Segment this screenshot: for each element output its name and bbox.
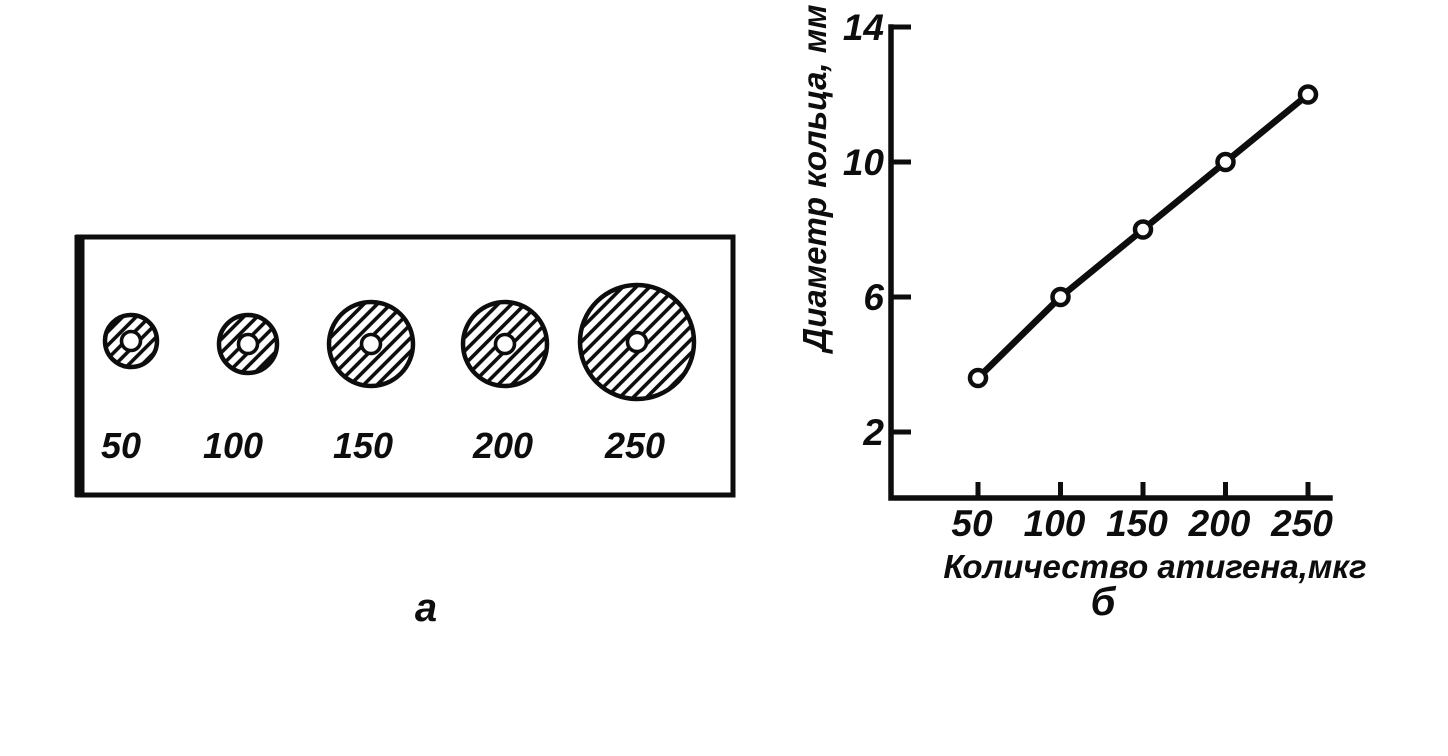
well-ring [102, 312, 160, 370]
antigen-well [236, 332, 260, 356]
well-amount-label: 200 [472, 425, 533, 466]
well-ring [460, 299, 550, 389]
x-tick-label: 100 [1024, 503, 1086, 544]
antigen-well [493, 332, 517, 356]
x-axis-title: Количество атигена,мкг [943, 548, 1366, 585]
y-tick-label: 10 [843, 142, 885, 183]
data-point-marker [1132, 219, 1154, 240]
panel-a-label: а [414, 586, 438, 630]
panel-b-label: б [1090, 580, 1116, 624]
x-tick-label: 250 [1270, 503, 1333, 544]
y-axis-title: Диаметр кольца, мм [796, 4, 833, 354]
well-amount-label: 250 [604, 425, 665, 466]
well-amount-label: 100 [203, 425, 263, 466]
data-point-marker [967, 367, 989, 389]
antigen-well [119, 329, 143, 353]
y-tick-label: 2 [862, 412, 884, 453]
data-point-marker [1297, 84, 1319, 105]
x-tick-label: 150 [1106, 503, 1168, 544]
data-point-marker [1215, 151, 1236, 173]
y-tick-label: 14 [843, 7, 884, 48]
well-amount-label: 150 [333, 425, 393, 466]
immunodiffusion-panel: 50 100 150 200 250 [74, 234, 736, 498]
calibration-chart: 2 6 10 14 50 100 150 200 250 Количество атигена,м… [796, 4, 1367, 585]
antigen-well [359, 332, 383, 356]
antigen-well [625, 330, 649, 354]
axes-lines [888, 24, 1333, 501]
y-tick-label: 6 [863, 277, 884, 318]
x-tick-label: 200 [1188, 503, 1251, 544]
data-point-marker [1050, 286, 1071, 308]
well-ring [216, 312, 280, 376]
well-amount-label: 50 [101, 425, 141, 466]
well-ring [577, 282, 697, 402]
well-ring [326, 299, 416, 389]
x-tick-label: 50 [951, 503, 993, 544]
